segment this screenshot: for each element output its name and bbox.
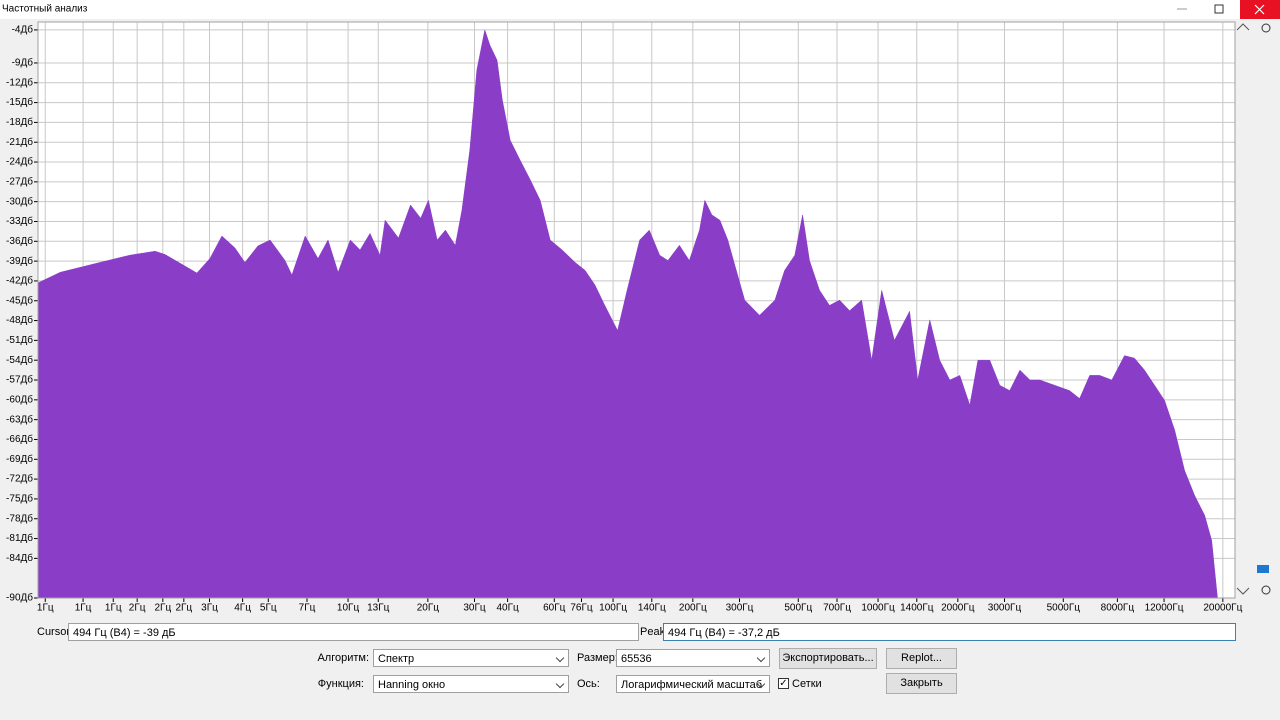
y-tick-label: -18Дб	[6, 116, 33, 128]
plot-area	[37, 21, 1236, 599]
algorithm-label: Алгоритм:	[317, 652, 369, 664]
x-tick-label: 2000Гц	[941, 603, 975, 614]
size-label: Размер:	[577, 652, 618, 664]
x-tick-label: 700Гц	[823, 603, 851, 614]
y-tick-label: -33Дб	[6, 215, 33, 227]
peak-label: Peak:	[640, 626, 669, 638]
size-select[interactable]: 65536	[616, 649, 770, 667]
y-tick-label: -21Дб	[6, 136, 33, 148]
spectrum-area	[37, 28, 1218, 599]
y-tick-label: -15Дб	[6, 96, 33, 108]
close-icon	[1254, 4, 1265, 15]
x-tick-label: 3000Гц	[988, 603, 1022, 614]
x-tick-label: 4Гц	[234, 603, 251, 614]
y-tick-label: -78Дб	[6, 512, 33, 524]
x-tick-label: 2Гц	[129, 603, 146, 614]
x-tick-label: 1Гц	[37, 603, 54, 614]
x-tick-label: 200Гц	[679, 603, 707, 614]
scroll-arrows[interactable]	[1236, 23, 1250, 595]
peak-field[interactable]: 494 Гц (B4) = -37,2 дБ	[663, 623, 1236, 641]
y-tick-label: -30Дб	[6, 195, 33, 207]
x-tick-label: 5000Гц	[1047, 603, 1081, 614]
algorithm-select[interactable]: Спектр	[373, 649, 569, 667]
y-tick-label: -84Дб	[6, 552, 33, 564]
x-tick-label: 3Гц	[201, 603, 218, 614]
x-tick-label: 20Гц	[417, 603, 440, 614]
close-button[interactable]: Закрыть	[886, 673, 957, 694]
x-tick-label: 1Гц	[105, 603, 122, 614]
y-tick-label: -12Дб	[6, 76, 33, 88]
x-tick-label: 12000Гц	[1145, 603, 1184, 614]
x-tick-label: 1Гц	[75, 603, 92, 614]
axis-label: Ось:	[577, 678, 600, 690]
x-tick-label: 8000Гц	[1101, 603, 1135, 614]
y-tick-label: -60Дб	[6, 393, 33, 405]
grid-checkbox-label: Сетки	[792, 678, 822, 690]
window-title: Частотный анализ	[2, 4, 88, 15]
y-tick-label: -81Дб	[6, 532, 33, 544]
x-tick-label: 30Гц	[463, 603, 486, 614]
axis-select[interactable]: Логарифмический масштаб	[616, 675, 770, 693]
y-tick-label: -90Дб	[6, 592, 33, 604]
cursor-field[interactable]: 494 Гц (B4) = -39 дБ	[68, 623, 639, 641]
y-tick-label: -63Дб	[6, 413, 33, 425]
restore-button[interactable]	[1214, 4, 1224, 14]
x-tick-label: 20000Гц	[1203, 603, 1242, 614]
x-tick-label: 60Гц	[543, 603, 566, 614]
y-tick-label: -66Дб	[6, 433, 33, 445]
x-tick-label: 1000Гц	[861, 603, 895, 614]
cursor-label: Cursor:	[37, 626, 74, 638]
x-tick-label: 100Гц	[599, 603, 627, 614]
x-tick-label: 5Гц	[260, 603, 277, 614]
y-tick-label: -51Дб	[6, 334, 33, 346]
y-tick-label: -4Дб	[12, 24, 34, 36]
function-select[interactable]: Hanning окно	[373, 675, 569, 693]
grid-checkbox[interactable]: ✓	[778, 678, 789, 689]
y-tick-label: -54Дб	[6, 354, 33, 366]
x-tick-label: 7Гц	[299, 603, 316, 614]
y-tick-label: -57Дб	[6, 374, 33, 386]
zoom-out-icon[interactable]	[1261, 585, 1271, 595]
x-tick-label: 13Гц	[367, 603, 390, 614]
x-tick-label: 40Гц	[496, 603, 519, 614]
zoom-in-icon[interactable]	[1261, 23, 1271, 33]
export-button[interactable]: Экспортировать...	[779, 648, 877, 669]
y-tick-label: -48Дб	[6, 314, 33, 326]
y-tick-label: -24Дб	[6, 156, 33, 168]
y-tick-label: -42Дб	[6, 275, 33, 287]
x-tick-label: 300Гц	[726, 603, 754, 614]
y-tick-label: -27Дб	[6, 175, 33, 187]
y-tick-label: -45Дб	[6, 294, 33, 306]
title-bar	[0, 0, 1280, 19]
x-tick-label: 1400Гц	[900, 603, 934, 614]
y-tick-label: -75Дб	[6, 493, 33, 505]
x-tick-label: 10Гц	[337, 603, 360, 614]
function-label: Функция:	[317, 678, 364, 690]
y-tick-label: -69Дб	[6, 453, 33, 465]
x-tick-label: 76Гц	[570, 603, 593, 614]
y-tick-label: -72Дб	[6, 473, 33, 485]
y-tick-label: -9Дб	[12, 57, 34, 69]
zoom-thumb[interactable]	[1257, 565, 1269, 573]
x-tick-label: 500Гц	[784, 603, 812, 614]
x-tick-label: 2Гц	[175, 603, 192, 614]
y-tick-label: -36Дб	[6, 235, 33, 247]
zoom-slider[interactable]	[1240, 40, 1248, 576]
y-tick-label: -39Дб	[6, 255, 33, 267]
replot-button[interactable]: Replot...	[886, 648, 957, 669]
x-tick-label: 2Гц	[154, 603, 171, 614]
x-tick-label: 140Гц	[638, 603, 666, 614]
